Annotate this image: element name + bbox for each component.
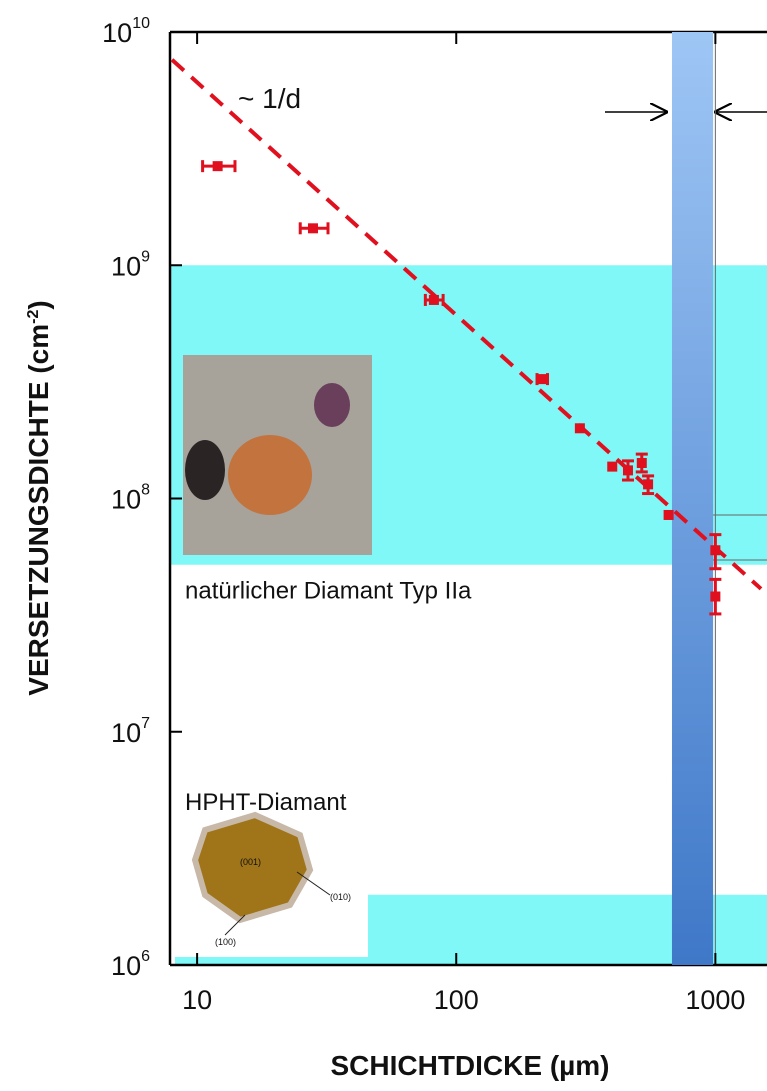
y-label-exp: -2 [25,310,42,324]
point [307,223,318,234]
vband [671,32,714,965]
y-tick-label: 106 [111,948,150,981]
crystal [191,811,314,924]
x-tick-label: 1000 [685,985,745,1015]
y-label-text: VERSETZUNGSDICHTE (cm [23,324,54,696]
x-tick-label: 100 [434,985,479,1015]
y-tick-label: 108 [111,482,150,515]
y-tick-exp: 8 [141,482,150,499]
region-label: natürlicher Diamant Typ IIa [185,578,472,605]
point [643,479,654,490]
photos: (001) (010) (100) [175,355,372,957]
crystal [314,383,350,427]
y-tick-label: 109 [111,248,150,281]
point [428,294,439,305]
pointer [296,871,331,896]
point [607,461,618,472]
y-tick-base: 10 [111,951,141,981]
region-label: HPHT-Diamant [185,789,347,816]
point [537,374,548,385]
point [212,161,223,172]
y-axis-label: VERSETZUNGSDICHTE (cm-2) [23,300,54,695]
crystal [185,440,225,500]
photo-label: (001) [240,857,261,867]
fit-line [170,58,763,591]
photo-label: (100) [215,937,236,947]
y-tick-base: 10 [102,18,132,48]
point [636,457,647,468]
point [710,591,721,602]
y-label-end: ) [23,300,54,309]
y-tick-exp: 6 [141,948,150,965]
y-tick-base: 10 [111,251,141,281]
crystal [228,435,312,515]
y-tick-exp: 10 [132,15,150,32]
point [663,509,674,520]
y-tick-label: 107 [111,715,150,748]
y-tick-base: 10 [111,485,141,515]
photo-label: (010) [330,892,351,902]
annotation: ~ 1/d [238,83,301,114]
y-tick-base: 10 [111,718,141,748]
y-tick-exp: 7 [141,715,150,732]
x-axis-label: SCHICHTDICKE (µm) [330,1050,609,1081]
y-tick-exp: 9 [141,248,150,265]
y-tick-label: 1010 [102,15,150,48]
x-tick-label: 10 [182,985,212,1015]
pointer [224,914,246,936]
